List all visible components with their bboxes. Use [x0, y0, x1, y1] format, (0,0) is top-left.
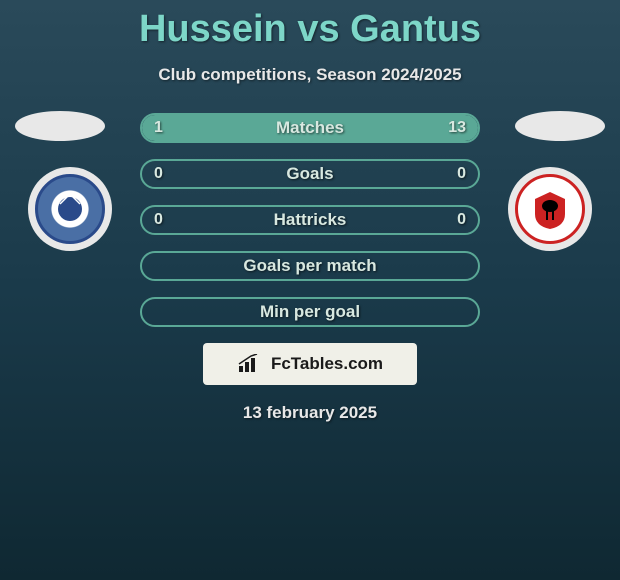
player-badge-left — [15, 111, 105, 141]
stats-container: 1 Matches 13 0 Goals 0 0 Hattricks 0 Goa… — [0, 113, 620, 423]
stat-value-right: 0 — [457, 211, 466, 229]
stat-value-left: 0 — [154, 165, 163, 183]
club-logo-left — [28, 167, 112, 251]
stat-label: Goals per match — [243, 256, 376, 276]
stat-row-hattricks: 0 Hattricks 0 — [140, 205, 480, 235]
club-logo-left-inner — [35, 174, 105, 244]
comparison-date: 13 february 2025 — [0, 403, 620, 423]
player-badge-right — [515, 111, 605, 141]
comparison-subtitle: Club competitions, Season 2024/2025 — [0, 65, 620, 85]
stat-value-right: 0 — [457, 165, 466, 183]
stat-label: Hattricks — [274, 210, 347, 230]
stat-value-left: 0 — [154, 211, 163, 229]
stat-value-right: 13 — [448, 119, 466, 137]
stat-row-min-per-goal: Min per goal — [140, 297, 480, 327]
stat-value-left: 1 — [154, 119, 163, 137]
stat-row-matches: 1 Matches 13 — [140, 113, 480, 143]
attribution-badge[interactable]: FcTables.com — [203, 343, 417, 385]
attribution-text: FcTables.com — [271, 354, 383, 374]
stat-label: Matches — [276, 118, 344, 138]
chart-icon — [237, 354, 265, 374]
stat-row-goals-per-match: Goals per match — [140, 251, 480, 281]
comparison-title: Hussein vs Gantus — [0, 0, 620, 51]
stat-row-goals: 0 Goals 0 — [140, 159, 480, 189]
stat-label: Goals — [286, 164, 333, 184]
club-logo-right — [508, 167, 592, 251]
club-logo-right-inner — [515, 174, 585, 244]
stat-label: Min per goal — [260, 302, 360, 322]
